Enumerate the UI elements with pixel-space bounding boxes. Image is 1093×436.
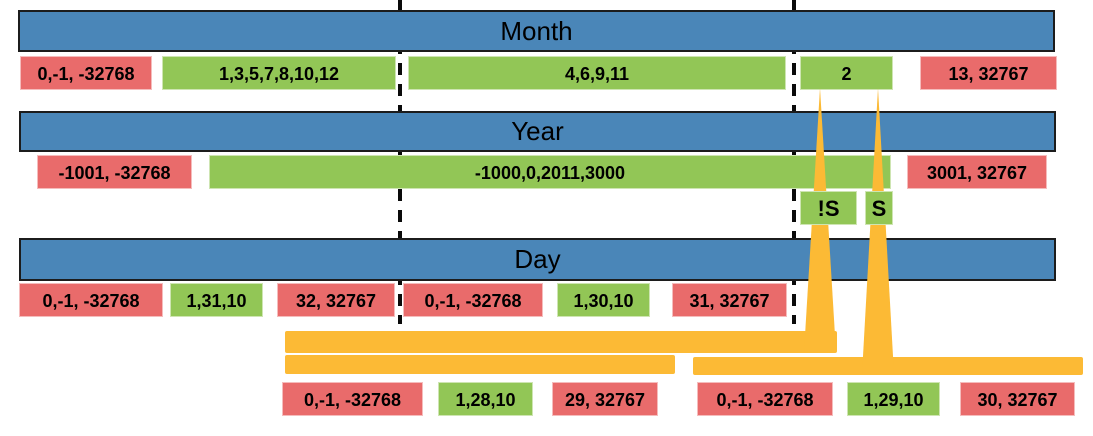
day30-invalid-high-partition: 31, 32767 [672, 283, 787, 317]
month-domain-title: Month [500, 15, 573, 46]
feb28-invalid-high-partition: 29, 32767 [552, 382, 658, 416]
month-valid-31day-partition: 1,3,5,7,8,10,12 [162, 56, 396, 90]
month-domain-bar: Month [18, 10, 1055, 52]
year-invalid-low-partition: -1001, -32768 [37, 155, 192, 189]
feb-leap-group-bar [693, 357, 1083, 375]
day31-valid-partition: 1,31,10 [170, 283, 263, 317]
year-domain-title: Year [511, 116, 564, 146]
year-valid-partition: -1000,0,2011,3000 [209, 155, 891, 189]
feb29-valid-partition: 1,29,10 [847, 382, 940, 416]
feb28-valid-partition: 1,28,10 [438, 382, 533, 416]
month-valid-30day-partition: 4,6,9,11 [408, 56, 786, 90]
month-invalid-low-partition: 0,-1, -32768 [20, 56, 152, 90]
day30-valid-partition: 1,30,10 [557, 283, 650, 317]
feb28-invalid-low-partition: 0,-1, -32768 [282, 382, 423, 416]
day-domain-bar: Day [19, 238, 1056, 281]
feb-nonleap-connector-bar [285, 331, 837, 353]
year-invalid-high-partition: 3001, 32767 [907, 155, 1047, 189]
feb29-invalid-low-partition: 0,-1, -32768 [697, 382, 833, 416]
day31-invalid-high-partition: 32, 32767 [277, 283, 395, 317]
feb29-invalid-high-partition: 30, 32767 [960, 382, 1075, 416]
month-invalid-high-partition: 13, 32767 [920, 56, 1057, 90]
day30-invalid-low-partition: 0,-1, -32768 [403, 283, 543, 317]
year-domain-bar: Year [19, 111, 1056, 152]
day-domain-title: Day [514, 244, 561, 274]
feb-nonleap-group-bar [285, 355, 675, 374]
day31-invalid-low-partition: 0,-1, -32768 [19, 283, 163, 317]
leap-flag-box: S [865, 191, 893, 225]
month-valid-february-partition: 2 [800, 56, 893, 90]
not-leap-flag-box: !S [800, 191, 857, 225]
